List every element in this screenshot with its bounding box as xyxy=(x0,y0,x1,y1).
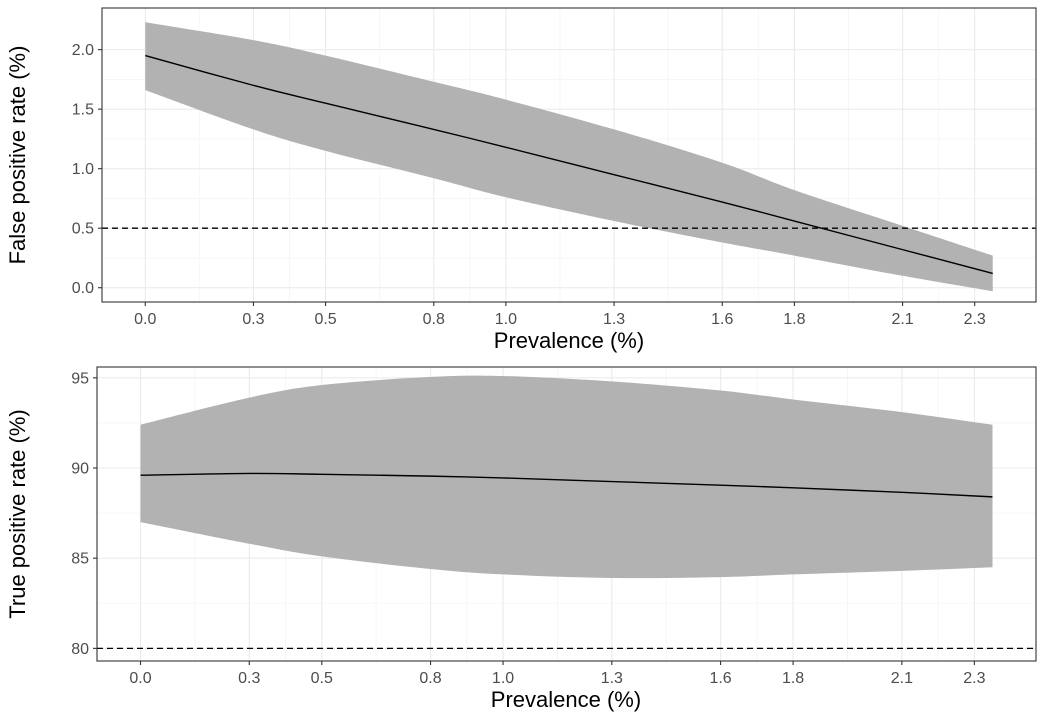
fpr-x-axis-title: Prevalence (%) xyxy=(494,328,644,353)
tpr-x-tick-label: 0.5 xyxy=(311,670,333,687)
tpr-y-tick-label: 95 xyxy=(71,370,89,387)
tpr-panel-border xyxy=(96,366,1037,662)
tpr-x-tick-label: 0.3 xyxy=(238,670,260,687)
tpr-x-tick-label: 1.3 xyxy=(601,670,623,687)
fpr-panel: 0.0 0.3 0.5 0.8 1.0 1.3 1.6 1.8 2.1 2.3 0.0 0.5 1.0… xyxy=(5,7,1037,353)
tpr-y-tick-label: 85 xyxy=(71,551,89,568)
tpr-estimate-line xyxy=(140,472,993,498)
fpr-y-tick-label: 1.0 xyxy=(72,161,94,178)
fpr-x-tick-label: 0.5 xyxy=(314,311,336,328)
tpr-x-tick-label: 1.6 xyxy=(709,670,731,687)
tpr-x-tick-label: 0.0 xyxy=(129,670,151,687)
tpr-x-axis-title: Prevalence (%) xyxy=(491,687,641,712)
tpr-y-tick-label: 90 xyxy=(71,461,89,478)
fpr-confidence-ribbon xyxy=(145,22,993,292)
fpr-y-tick-label: 0.5 xyxy=(72,221,94,238)
tpr-x-tick-label: 0.8 xyxy=(419,670,441,687)
fpr-estimate-line xyxy=(145,54,993,275)
fpr-x-tick-label: 2.1 xyxy=(891,311,913,328)
tpr-x-tick-label: 1.8 xyxy=(782,670,804,687)
tpr-x-ticks: 0.0 0.3 0.5 0.8 1.0 1.3 1.6 1.8 2.1 2.3 xyxy=(129,661,986,687)
fpr-y-tick-label: 2.0 xyxy=(72,42,94,59)
tpr-x-tick-label: 1.0 xyxy=(492,670,514,687)
tpr-confidence-ribbon xyxy=(140,375,993,579)
fpr-y-tick-label: 1.5 xyxy=(72,102,94,119)
tpr-y-axis-title: True positive rate (%) xyxy=(5,409,30,618)
fpr-x-tick-label: 0.0 xyxy=(134,311,156,328)
fpr-x-tick-label: 2.3 xyxy=(964,311,986,328)
fpr-panel-border xyxy=(101,7,1037,303)
fpr-x-tick-label: 1.6 xyxy=(711,311,733,328)
fpr-x-ticks: 0.0 0.3 0.5 0.8 1.0 1.3 1.6 1.8 2.1 2.3 xyxy=(134,302,986,328)
fpr-x-tick-label: 1.3 xyxy=(603,311,625,328)
tpr-y-ticks: 80 85 90 95 xyxy=(71,370,97,658)
fpr-y-axis-title: False positive rate (%) xyxy=(5,46,30,265)
fpr-x-tick-label: 1.0 xyxy=(495,311,517,328)
fpr-x-tick-label: 0.3 xyxy=(242,311,264,328)
tpr-x-tick-label: 2.3 xyxy=(963,670,985,687)
fpr-y-ticks: 0.0 0.5 1.0 1.5 2.0 xyxy=(72,42,102,297)
tpr-panel: 0.0 0.3 0.5 0.8 1.0 1.3 1.6 1.8 2.1 2.3 80859095 … xyxy=(5,366,1037,712)
fpr-x-tick-label: 1.8 xyxy=(783,311,805,328)
fpr-y-tick-label: 0.0 xyxy=(72,280,94,297)
fpr-x-tick-label: 0.8 xyxy=(423,311,445,328)
tpr-y-tick-label: 80 xyxy=(71,641,89,658)
tpr-x-tick-label: 2.1 xyxy=(891,670,913,687)
